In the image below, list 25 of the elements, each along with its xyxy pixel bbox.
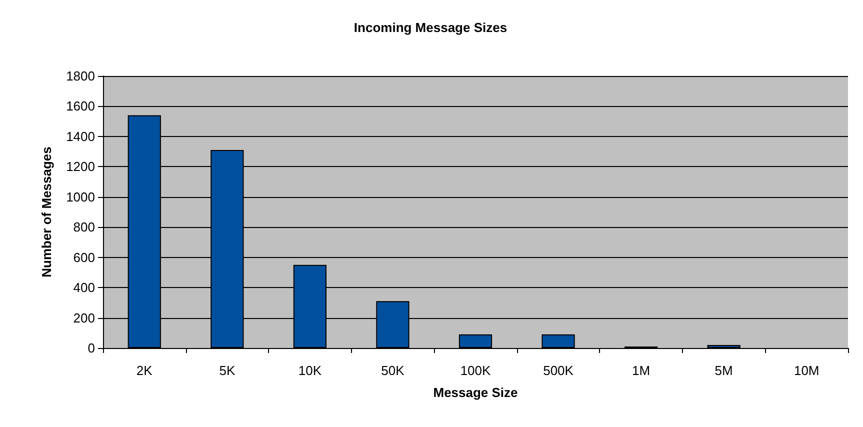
y-tick-label: 600 [73,250,95,265]
bar [542,334,575,348]
x-tick-label: 10K [298,363,322,378]
x-tick-label: 500K [543,363,574,378]
y-tick-label: 1400 [66,128,95,144]
x-axis-title: Message Size [433,385,518,400]
y-tick-label: 1800 [66,68,95,84]
y-tick-label: 0 [88,340,95,356]
y-tick-label: 1200 [66,159,95,174]
y-tick-label: 200 [73,310,95,326]
x-tick-label: 5K [219,363,236,378]
bar [707,344,740,348]
x-tick-label: 2K [136,363,153,378]
x-tick-label: 10M [794,363,820,378]
y-tick-label: 800 [73,220,95,235]
x-tick-label: 50K [381,363,405,378]
y-tick-label: 1000 [66,189,95,204]
bar [458,334,492,348]
chart-title: Incoming Message Sizes [354,20,508,35]
y-tick-label: 400 [73,280,95,296]
y-tick-label: 1600 [66,98,95,114]
x-tick-label: 5M [714,363,733,378]
x-tick-label: 1M [632,363,650,378]
y-axis-title: Number of Messages [39,146,54,278]
x-tick-label: 100K [460,363,491,378]
